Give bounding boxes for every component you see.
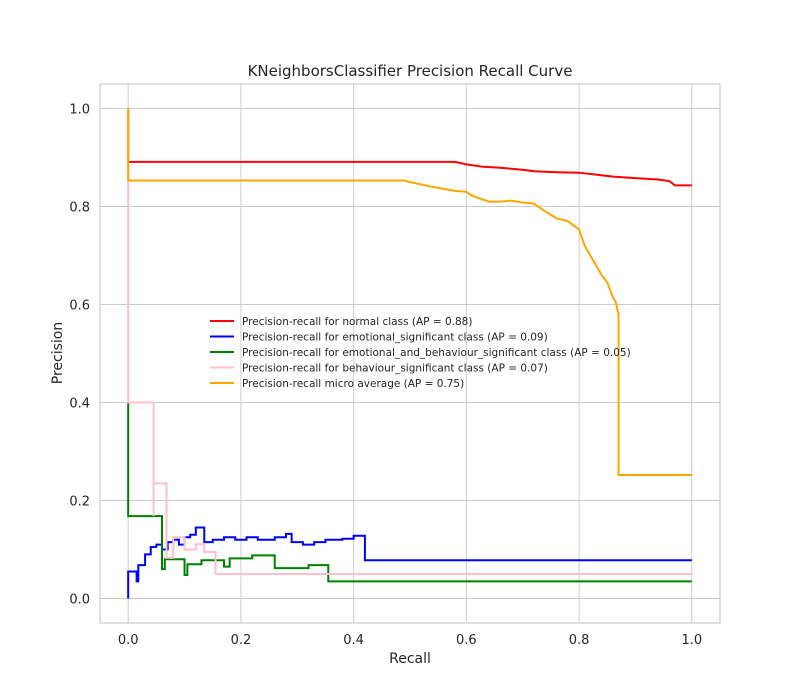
legend-entry-0: Precision-recall for normal class (AP = … xyxy=(242,316,472,328)
series-layer xyxy=(127,108,692,599)
y-axis-label: Precision xyxy=(50,322,66,384)
ticks-layer: 0.0 0.2 0.4 0.6 0.8 1.0 0.0 0.2 0.4 0.6 0.8 1.0 xyxy=(69,103,702,649)
x-tick-label: 0.8 xyxy=(569,633,590,648)
y-tick-label: 1.0 xyxy=(69,103,90,118)
y-tick-label: 0.8 xyxy=(69,201,90,216)
legend-entry-1: Precision-recall for emotional_significa… xyxy=(242,332,548,344)
y-tick-label: 0.6 xyxy=(69,299,90,314)
legend: Precision-recall for normal class (AP = … xyxy=(210,316,631,390)
series-line-0 xyxy=(127,108,692,187)
legend-entry-3: Precision-recall for behaviour_significa… xyxy=(242,363,548,375)
y-tick-label: 0.0 xyxy=(69,593,90,608)
x-tick-label: 0.0 xyxy=(118,633,139,648)
series-line-4 xyxy=(127,108,692,477)
y-tick-label: 0.2 xyxy=(69,495,90,510)
series-line-3 xyxy=(127,108,692,575)
x-axis-label: Recall xyxy=(389,651,431,667)
legend-entry-4: Precision-recall micro average (AP = 0.7… xyxy=(242,378,464,390)
x-tick-label: 0.6 xyxy=(456,633,477,648)
series-line-1 xyxy=(127,526,692,599)
legend-entry-2: Precision-recall for emotional_and_behav… xyxy=(242,347,631,359)
x-tick-label: 0.4 xyxy=(343,633,364,648)
chart-title: KNeighborsClassifier Precision Recall Cu… xyxy=(248,62,573,80)
series-line-2 xyxy=(127,402,692,583)
plot-frame xyxy=(99,83,721,624)
x-tick-label: 0.2 xyxy=(231,633,252,648)
y-tick-label: 0.4 xyxy=(69,397,90,412)
x-tick-label: 1.0 xyxy=(681,633,702,648)
